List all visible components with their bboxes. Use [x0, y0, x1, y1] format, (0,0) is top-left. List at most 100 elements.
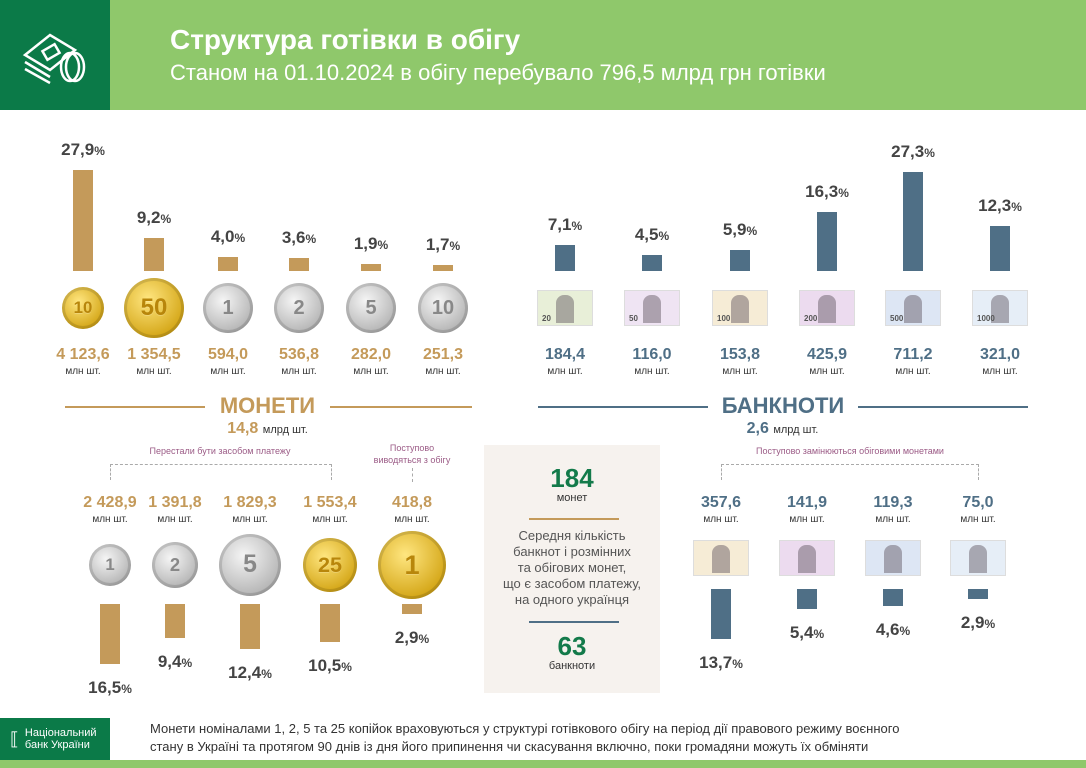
portrait — [798, 545, 816, 573]
coin-image: 25 — [303, 538, 357, 592]
count-unit: млн шт. — [312, 514, 348, 525]
page-title: Структура готівки в обігу — [170, 24, 521, 55]
bar — [730, 249, 750, 271]
percent-label: 4,6% — [853, 620, 933, 640]
count-value: 425,9 — [806, 346, 848, 363]
count-value: 418,8 — [391, 494, 433, 511]
coin-image: 1 — [89, 544, 131, 586]
percent-label: 5,9% — [700, 220, 780, 240]
percent-sign: % — [571, 219, 583, 234]
count-value: 321,0 — [979, 346, 1021, 363]
percent-value: 4,6 — [875, 619, 900, 639]
percent-value: 16,3 — [805, 181, 839, 201]
percent-value: 4,0 — [210, 226, 235, 246]
portrait — [818, 295, 836, 323]
bar — [711, 589, 731, 639]
percent-sign: % — [899, 623, 911, 638]
count-value: 1 829,3 — [223, 494, 277, 511]
count-value: 119,3 — [873, 494, 913, 511]
portrait — [643, 295, 661, 323]
banknote-denomination: 200 — [804, 314, 818, 323]
percent-sign: % — [94, 144, 105, 158]
percent-sign: % — [160, 211, 172, 226]
count-value: 184,4 — [544, 346, 586, 363]
bar — [797, 589, 817, 609]
banknote-denomination: 20 — [542, 314, 551, 323]
percent-label: 9,4% — [135, 652, 215, 672]
count-unit: млн шт. — [136, 366, 172, 377]
percent-sign: % — [121, 681, 132, 696]
percent-label: 1,9% — [331, 234, 411, 254]
percent-label: 2,9% — [372, 628, 452, 648]
percent-sign: % — [261, 666, 272, 681]
percent-label: 27,9% — [43, 140, 123, 160]
banknote-image — [950, 540, 1006, 576]
bar — [144, 237, 164, 271]
nbu-logo-icon: ⟦ — [10, 728, 19, 749]
percent-label: 3,6% — [259, 228, 339, 248]
count-value: 251,3 — [422, 346, 464, 363]
count-unit: млн шт. — [232, 514, 268, 525]
portrait — [969, 545, 987, 573]
portrait — [712, 545, 730, 573]
count-value: 536,8 — [278, 346, 320, 363]
coin-image: 1 — [378, 531, 446, 599]
count-value: 1 553,4 — [303, 494, 357, 511]
percent-sign: % — [984, 617, 996, 632]
count-value: 4 123,6 — [56, 346, 110, 363]
coin-image: 1 — [203, 283, 253, 333]
count-unit: млн шт. — [982, 366, 1018, 377]
count-unit: млн шт. — [92, 514, 128, 525]
note-replaced: Поступово замінюються обіговими монетами — [756, 446, 944, 456]
percent-label: 12,4% — [210, 663, 290, 683]
header — [0, 0, 1086, 110]
info-text-line: на одного українця — [514, 592, 630, 607]
portrait — [556, 295, 574, 323]
bar — [433, 264, 453, 271]
bar — [165, 604, 185, 639]
percent-sign: % — [813, 626, 825, 641]
count-value: 75,0 — [962, 494, 994, 511]
percent-value: 7,1 — [547, 215, 572, 235]
bar — [289, 257, 309, 271]
count-unit: млн шт. — [789, 514, 825, 525]
footer-line: стану в Україні та протягом 90 днів із д… — [150, 739, 869, 754]
percent-value: 13,7 — [699, 652, 733, 672]
banknote-image — [779, 540, 835, 576]
percent-value: 27,9 — [61, 140, 95, 159]
bar — [320, 604, 340, 642]
percent-sign: % — [377, 238, 389, 253]
count-value: 594,0 — [207, 346, 249, 363]
bracket — [412, 468, 413, 482]
banknotes-per-person-label: банкноти — [548, 660, 596, 672]
info-text-line: що є засобом платежу, — [502, 576, 642, 591]
coin-image: 50 — [124, 278, 184, 338]
count-unit: млн шт. — [210, 366, 246, 377]
percent-sign: % — [838, 185, 849, 200]
note-stopped-payment: Перестали бути засобом платежу — [149, 446, 291, 456]
percent-value: 1,7 — [425, 234, 450, 254]
count-unit: млн шт. — [809, 366, 845, 377]
percent-sign: % — [746, 223, 758, 238]
percent-label: 1,7% — [403, 235, 483, 255]
banknote-image: 1000 — [972, 290, 1028, 326]
percent-sign: % — [924, 146, 935, 161]
banknote-denomination: 500 — [890, 314, 904, 323]
percent-value: 1,9 — [353, 234, 378, 254]
percent-label: 16,5% — [70, 678, 150, 698]
percent-value: 27,3 — [891, 142, 925, 162]
count-unit: млн шт. — [394, 514, 430, 525]
percent-label: 10,5% — [290, 656, 370, 676]
footer-line: Монети номіналами 1, 2, 5 та 25 копійок … — [150, 721, 900, 736]
percent-sign: % — [449, 238, 461, 253]
count-unit: млн шт. — [895, 366, 931, 377]
bar — [240, 604, 260, 649]
coin-image: 10 — [418, 283, 468, 333]
banknote-image — [693, 540, 749, 576]
count-value: 2 428,9 — [83, 494, 137, 511]
percent-value: 12,4 — [228, 662, 262, 682]
note-gradual-2: виводяться з обігу — [373, 455, 451, 465]
info-box: 184 монет Середня кількість банкнот і роз… — [484, 445, 660, 693]
money-coins-icon — [0, 0, 110, 110]
banknote-denomination: 50 — [629, 314, 638, 323]
